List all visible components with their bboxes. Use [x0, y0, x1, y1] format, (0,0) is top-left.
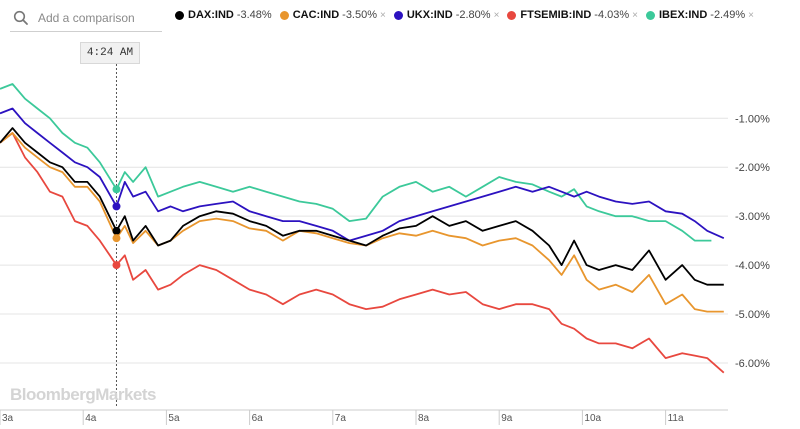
legend-item[interactable]: FTSEMIB:IND -4.03% ×	[507, 9, 638, 21]
y-tick-label: -3.00%	[735, 211, 770, 223]
crosshair-marker	[112, 185, 121, 194]
series-line	[0, 132, 725, 374]
x-tick-label: 7a	[335, 413, 347, 424]
legend-color-dot	[393, 10, 403, 20]
legend-color-dot	[507, 10, 517, 20]
remove-series-icon[interactable]: ×	[748, 9, 754, 21]
legend-series-change: -2.49%	[710, 9, 746, 21]
y-tick-label: -2.00%	[735, 162, 770, 174]
legend-color-dot	[279, 10, 289, 20]
series-line	[0, 127, 724, 286]
crosshair-marker	[112, 202, 121, 211]
legend-series-name: DAX:IND	[188, 9, 234, 21]
series-line	[0, 132, 724, 313]
x-tick-label: 6a	[252, 413, 264, 424]
y-tick-label: -5.00%	[735, 309, 770, 321]
crosshair-marker	[112, 234, 121, 243]
remove-series-icon[interactable]: ×	[380, 9, 386, 21]
y-tick-label: -4.00%	[735, 260, 770, 272]
legend-series-change: -4.03%	[594, 9, 630, 21]
search-input[interactable]	[36, 10, 160, 26]
series-line	[0, 107, 725, 242]
legend-item[interactable]: DAX:IND -3.48%	[175, 9, 272, 21]
search-icon	[12, 9, 30, 27]
x-tick-label: 4a	[85, 413, 97, 424]
x-tick-label: 8a	[418, 413, 430, 424]
series-line	[0, 83, 712, 242]
crosshair-marker	[112, 261, 121, 270]
legend-series-name: CAC:IND	[292, 9, 340, 21]
legend-item[interactable]: CAC:IND -3.50% ×	[279, 9, 386, 21]
watermark: BloombergMarkets	[10, 385, 156, 404]
legend-item[interactable]: IBEX:IND -2.49% ×	[646, 9, 754, 21]
comparison-search[interactable]	[10, 5, 162, 32]
legend-series-name: IBEX:IND	[659, 9, 708, 21]
remove-series-icon[interactable]: ×	[632, 9, 638, 21]
crosshair-time-label: 4:24 AM	[80, 42, 140, 64]
y-tick-label: -1.00%	[735, 113, 770, 125]
legend-series-change: -2.80%	[455, 9, 491, 21]
y-tick-label: -6.00%	[735, 358, 770, 370]
crosshair-marker	[112, 226, 121, 235]
x-tick-label: 9a	[501, 413, 513, 424]
legend-series-change: -3.50%	[342, 9, 378, 21]
legend-series-name: FTSEMIB:IND	[520, 9, 592, 21]
legend: DAX:IND -3.48% CAC:IND -3.50% × UKX:IND -2.80%…	[175, 9, 762, 21]
legend-series-change: -3.48%	[236, 9, 272, 21]
x-tick-label: 5a	[168, 413, 180, 424]
remove-series-icon[interactable]: ×	[493, 9, 500, 21]
legend-color-dot	[646, 10, 655, 20]
legend-item[interactable]: UKX:IND -2.80% ×	[393, 9, 500, 21]
legend-color-dot	[175, 10, 184, 20]
legend-series-name: UKX:IND	[406, 9, 453, 21]
x-tick-label: 3a	[2, 413, 14, 424]
x-tick-label: 10a	[584, 413, 601, 424]
x-tick-label: 11a	[668, 413, 684, 424]
